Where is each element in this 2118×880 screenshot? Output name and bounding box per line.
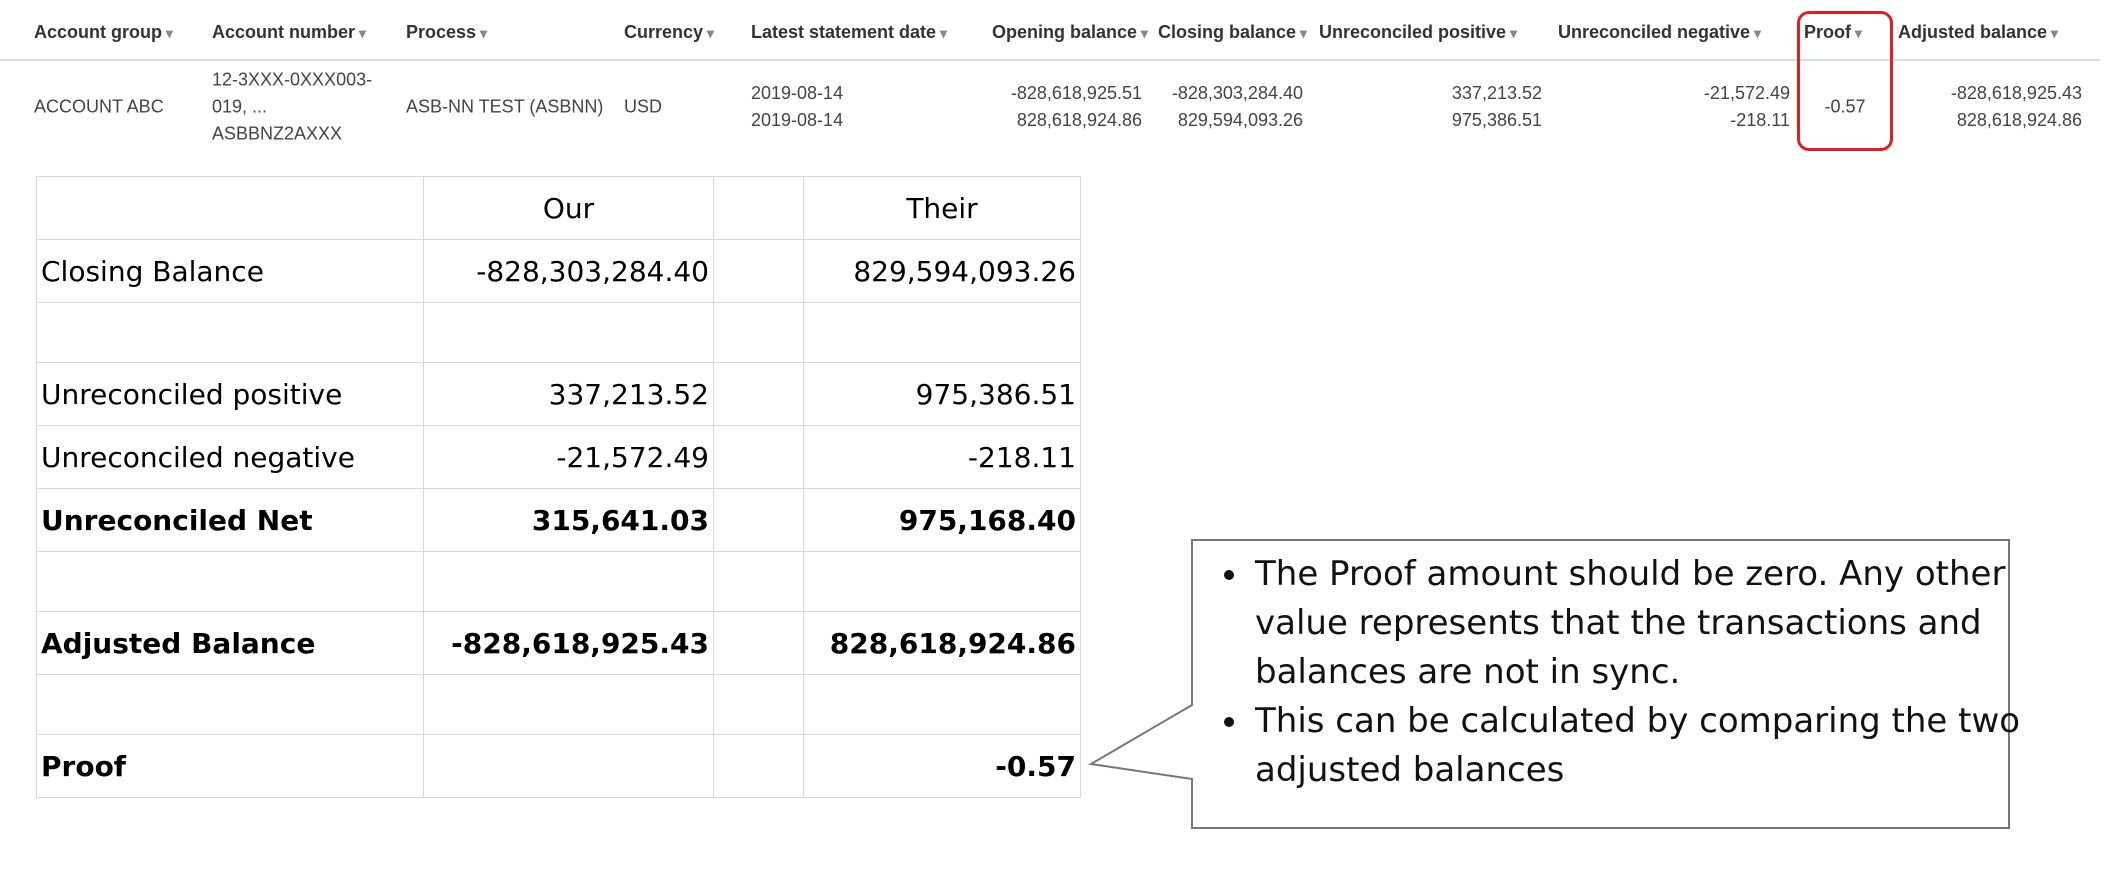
grid-cell: USD (624, 94, 724, 121)
grid-cell: -0.57 (1800, 94, 1890, 121)
cell-line: -218.11 (1730, 110, 1790, 130)
callout-bullet: This can be calculated by comparing the … (1251, 697, 2051, 795)
header-rule (0, 59, 2100, 61)
column-header: Process (406, 22, 487, 43)
cell-line: ACCOUNT ABC (34, 96, 164, 117)
column-header: Unreconciled positive (1319, 22, 1517, 43)
column-header: Proof (1804, 22, 1862, 43)
cell-line: USD (624, 96, 663, 117)
cell-line: 2019-08-14 (751, 83, 844, 103)
grid-cell: ASB-NN TEST (ASBNN) (406, 94, 616, 121)
cell-line: -828,618,925.51 (1010, 83, 1142, 103)
cell-line: ASB-NN TEST (ASBNN) (406, 96, 604, 117)
column-header: Closing balance (1158, 22, 1307, 43)
cell-line: 2019-08-14 (751, 110, 844, 130)
grid-cell: ACCOUNT ABC (34, 94, 204, 121)
cell-line: 337,213.52 (1451, 83, 1542, 103)
column-header: Adjusted balance (1898, 22, 2058, 43)
grid-cell: -828,618,925.43 828,618,924.86 (1890, 80, 2082, 134)
our-value: -828,618,925.43 (423, 611, 714, 675)
cell-line: 975,386.51 (1451, 110, 1542, 130)
callout-box (1088, 539, 2010, 829)
column-header: Opening balance (992, 22, 1148, 43)
column-header: Latest statement date (751, 22, 947, 43)
grid-cell: 2019-08-14 2019-08-14 (751, 80, 951, 134)
cell-line: 828,618,924.86 (1016, 110, 1142, 130)
column-header: Account number (212, 22, 366, 43)
their-value: -0.57 (803, 734, 1081, 798)
callout-list: The Proof amount should be zero. Any oth… (1205, 550, 2051, 795)
grid-cell: -828,303,284.40 829,594,093.26 (1145, 80, 1303, 134)
column-header: Unreconciled negative (1558, 22, 1761, 43)
cell-line: ASBBNZ2AXXX (212, 123, 343, 144)
their-value: 975,168.40 (803, 488, 1081, 552)
grid-cell: -21,572.49 -218.11 (1560, 80, 1790, 134)
cell-line: -21,572.49 (1703, 83, 1790, 103)
cell-line: 829,594,093.26 (1177, 110, 1303, 130)
column-header: Currency (624, 22, 714, 43)
cell-line: -0.57 (1824, 96, 1866, 117)
their-value: 829,594,093.26 (803, 239, 1081, 303)
grid-cell: 12-3XXX-0XXX003-019, ... ASBBNZ2AXXX (212, 67, 397, 148)
their-value: -218.11 (803, 425, 1081, 489)
cell-line: 828,618,924.86 (1956, 110, 2082, 130)
column-header: Account group (34, 22, 173, 43)
proof-highlight (1797, 11, 1893, 151)
callout-bullet: The Proof amount should be zero. Any oth… (1251, 550, 2051, 697)
grid-cell: -828,618,925.51 828,618,924.86 (950, 80, 1142, 134)
cell-line: -828,303,284.40 (1171, 83, 1303, 103)
row-label: Proof (36, 734, 424, 798)
our-value: 315,641.03 (423, 488, 714, 552)
cell-line: -828,618,925.43 (1950, 83, 2082, 103)
cell-line: 12-3XXX-0XXX003-019, ... (212, 69, 373, 117)
grid-cell: 337,213.52 975,386.51 (1320, 80, 1542, 134)
